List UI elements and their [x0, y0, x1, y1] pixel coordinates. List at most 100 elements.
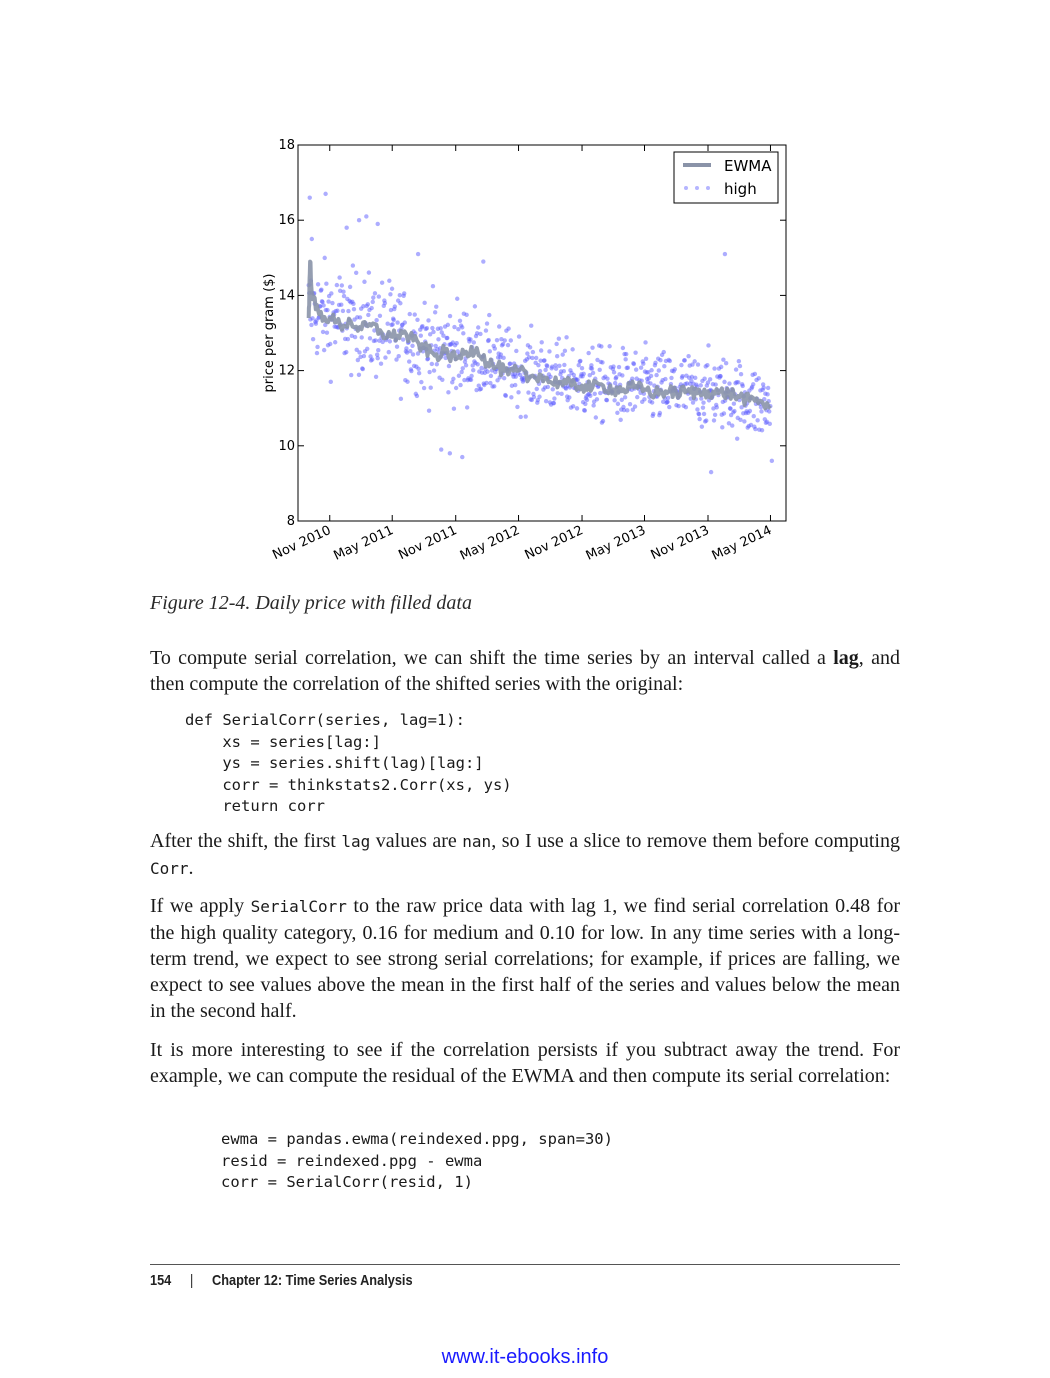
watermark-link[interactable]: www.it-ebooks.info: [441, 1346, 609, 1368]
scatter-point: [366, 270, 372, 275]
figure-caption: Figure 12-4. Daily price with filled dat…: [150, 592, 472, 614]
scatter-point: [679, 362, 684, 368]
scatter-point: [513, 374, 518, 379]
scatter-point: [575, 377, 580, 382]
scatter-point: [388, 307, 394, 313]
scatter-point: [554, 341, 559, 347]
scatter-point: [682, 358, 687, 363]
scatter-point: [649, 400, 655, 405]
scatter-point: [695, 362, 701, 367]
scatter-point: [434, 362, 440, 367]
scatter-point: [547, 349, 552, 354]
scatter-point: [314, 350, 320, 356]
scatter-point: [752, 371, 758, 377]
scatter-point: [553, 363, 558, 368]
scatter-point: [460, 325, 465, 330]
scatter-point: [307, 195, 312, 200]
scatter-point: [359, 335, 364, 340]
scatter-point: [550, 387, 555, 392]
scatter-point: [760, 382, 766, 387]
scatter-point: [390, 322, 395, 327]
scatter-point: [383, 355, 388, 360]
scatter-point: [538, 348, 544, 353]
scatter-point: [690, 362, 695, 367]
scatter-point: [341, 289, 346, 294]
scatter-point: [428, 385, 433, 390]
scatter-point: [700, 405, 706, 410]
scatter-point: [328, 341, 333, 347]
scatter-point: [690, 400, 696, 405]
scatter-point: [514, 348, 519, 354]
scatter-point: [457, 318, 463, 323]
scatter-point: [570, 404, 576, 409]
scatter-point: [315, 344, 320, 350]
y-tick-label: 12: [278, 364, 295, 379]
code-line: corr = thinkstats2.Corr(xs, ys): [185, 775, 512, 794]
x-tick-label: May 2013: [584, 523, 648, 564]
scatter-point: [574, 406, 580, 411]
scatter-point: [632, 404, 638, 409]
scatter-point: [323, 191, 328, 197]
ewma-line: [306, 259, 772, 411]
scatter-point: [415, 251, 421, 257]
scatter-point: [567, 395, 572, 400]
scatter-point: [615, 410, 620, 415]
scatter-point: [513, 382, 518, 388]
scatter-point: [529, 323, 534, 328]
scatter-point: [731, 401, 737, 406]
scatter-point: [341, 293, 347, 299]
scatter-point: [455, 349, 460, 354]
paragraph-shift: After the shift, the first lag values ar…: [150, 828, 900, 882]
scatter-point: [543, 367, 548, 373]
scatter-point: [447, 313, 453, 319]
scatter-point: [538, 358, 543, 363]
scatter-point: [361, 353, 367, 359]
scatter-point: [478, 386, 484, 392]
scatter-point: [578, 358, 583, 364]
scatter-point: [431, 368, 437, 373]
scatter-point: [446, 390, 451, 395]
legend-high-swatch: [684, 186, 688, 190]
scatter-point: [439, 330, 444, 335]
scatter-point: [592, 391, 597, 397]
scatter-point: [556, 336, 562, 341]
scatter-point: [452, 324, 457, 330]
scatter-point: [711, 406, 716, 411]
scatter-point: [630, 376, 635, 381]
scatter-point: [648, 373, 654, 379]
scatter-point: [453, 385, 459, 391]
scatter-point: [416, 366, 421, 372]
scatter-point: [456, 327, 461, 332]
plot-frame: [297, 144, 787, 522]
scatter-point: [561, 369, 567, 374]
scatter-point: [351, 306, 357, 312]
ewma-line-layer: [306, 259, 772, 411]
scatter-point: [665, 395, 671, 401]
scatter-point: [398, 396, 404, 402]
scatter-point: [527, 345, 533, 350]
scatter-point: [333, 340, 338, 345]
text-run: To compute serial correlation, we can sh…: [150, 647, 834, 669]
scatter-point: [421, 385, 427, 391]
scatter-point: [476, 325, 481, 330]
scatter-point: [405, 379, 410, 384]
scatter-point: [713, 382, 718, 387]
scatter-point: [618, 417, 623, 423]
scatter-point: [375, 355, 380, 361]
scatter-point: [534, 386, 539, 392]
scatter-point: [309, 322, 314, 328]
scatter-point: [398, 301, 403, 306]
scatter-point: [761, 385, 766, 390]
scatter-point: [365, 346, 370, 351]
scatter-point: [361, 304, 366, 309]
scatter-point: [656, 368, 661, 373]
scatter-point: [486, 337, 491, 343]
scatter-point: [624, 351, 629, 357]
scatter-point: [387, 339, 393, 344]
scatter-point: [464, 405, 470, 410]
scatter-point: [406, 359, 412, 364]
scatter-point: [579, 365, 585, 371]
scatter-point: [526, 390, 531, 395]
scatter-point: [479, 365, 484, 371]
